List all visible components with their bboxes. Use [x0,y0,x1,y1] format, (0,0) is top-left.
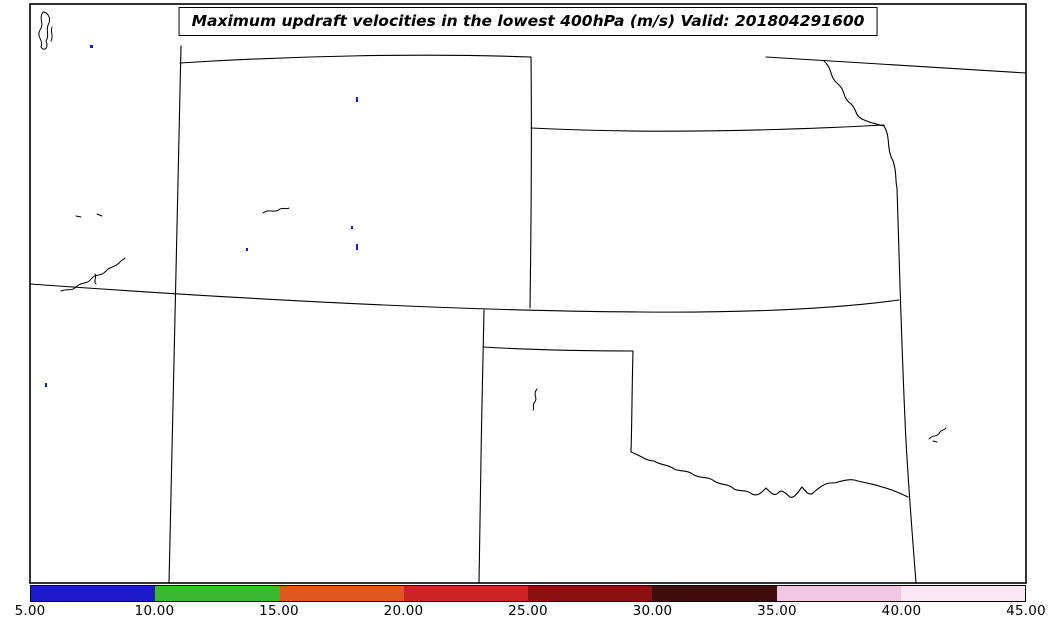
colorbar [30,585,1026,602]
border-co-wy [179,54,532,64]
colorbar-segment-25-30 [528,586,653,601]
small-lake-1 [75,215,82,218]
state-borders [29,45,1027,584]
oklahoma-lake [928,427,947,440]
border-missouri-river [823,60,885,127]
lake-powell-spur [94,273,97,285]
colorbar-segment-5-10 [31,586,156,601]
great-salt-lake [38,11,50,50]
updraft-marker [351,226,353,229]
border-ok-panhandle-tx [482,346,634,352]
map-frame [29,3,1027,584]
colorbar-segment-15-20 [279,586,404,601]
updraft-marker [356,97,358,102]
colorbar-tick-label: 20.00 [383,603,424,619]
small-lake-2 [96,213,103,217]
colorbar-segment-35-40 [776,586,901,601]
colorbar-tick-label: 10.00 [134,603,175,619]
colorbar-tick-label: 40.00 [881,603,922,619]
border-ut-co-nm-west [168,45,182,584]
border-mo-west [883,125,917,584]
colorbar-ticks: 5.00 10.00 15.00 20.00 25.00 30.00 35.00 40.00 4… [0,603,1060,625]
colorbar-tick-label: 25.00 [508,603,548,619]
plot-title: Maximum updraft velocities in the lowest… [178,7,878,37]
updraft-marker [356,244,358,250]
colorbar-tick-label: 15.00 [259,603,299,619]
oklahoma-lake-dot [932,440,938,443]
updraft-marker [246,248,248,251]
border-sd-ne [765,56,1027,74]
updraft-marker [45,383,47,387]
colorbar-segment-20-25 [403,586,528,601]
border-nm-tx [478,309,485,584]
great-salt-lake-islet [50,26,53,42]
colorbar-segment-30-35 [652,586,777,601]
colorbar-segment-40-45 [900,586,1025,601]
updraft-marker [90,45,93,48]
lake-powell [60,257,126,292]
colorbar-tick-label: 35.00 [757,603,797,619]
colorado-lake [262,207,290,214]
colorbar-tick-label: 5.00 [14,603,46,619]
colorbar-tick-label: 45.00 [1006,603,1046,619]
border-co-ks-east [529,56,532,309]
border-lat37-nm-co-ok-ks [29,283,900,313]
updraft-markers [45,45,358,387]
border-red-river-ok-tx [630,451,909,498]
border-ok-tx-100w [630,350,634,453]
colorbar-tick-label: 30.00 [632,603,673,619]
water-features [38,11,947,443]
texas-panhandle-lake [532,388,538,411]
border-ks-ne [530,124,885,132]
colorbar-segment-10-15 [155,586,280,601]
